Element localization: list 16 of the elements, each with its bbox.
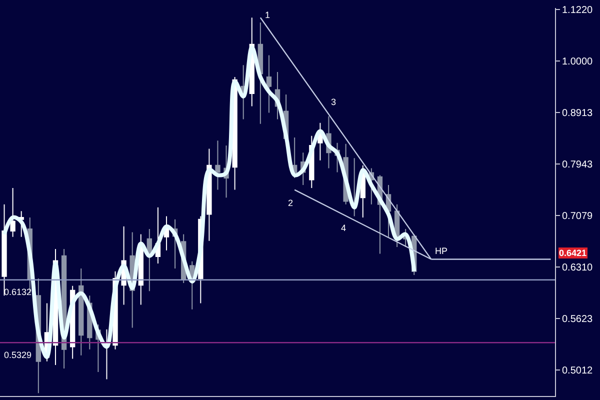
- y-tick-label: 0.5623: [562, 314, 594, 326]
- y-tick-label: 1.0000: [562, 56, 594, 68]
- ref-line-label: 0.6132: [4, 287, 32, 297]
- y-tick-label: 0.7943: [562, 160, 594, 171]
- annotation: 4: [341, 223, 346, 233]
- annotation: 1: [265, 10, 270, 20]
- y-tick-label: 0.8913: [562, 108, 594, 120]
- y-tick-label: 1.1220: [562, 5, 594, 16]
- annotation: 3: [331, 97, 336, 107]
- y-tick-label: 0.7079: [562, 211, 594, 222]
- y-tick-label: 0.6310: [562, 262, 594, 274]
- annotation: HP: [435, 246, 448, 256]
- ref-line-label: 0.5329: [4, 350, 32, 360]
- y-tick-label: 0.5012: [562, 366, 594, 377]
- text: 0.6421: [559, 248, 587, 258]
- annotation: 2: [288, 198, 294, 208]
